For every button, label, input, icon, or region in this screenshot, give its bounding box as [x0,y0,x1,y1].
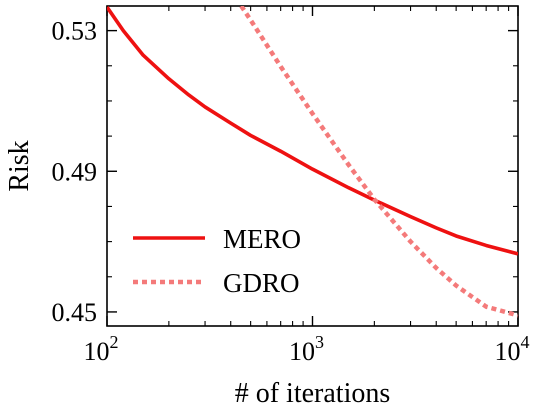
legend: MERO GDRO [133,224,301,298]
series-layer [107,6,518,318]
x-tick-label: 104 [495,332,530,366]
legend-label-mero: MERO [223,224,301,254]
x-tick-label: 103 [289,332,324,366]
x-axis-label: # of iterations [235,378,391,409]
series-line-gdro [239,6,518,318]
plot-area-frame [106,5,519,327]
y-tick-label: 0.49 [52,157,98,186]
legend-label-gdro: GDRO [223,268,300,298]
series-line-mero [107,6,518,256]
y-tick-label: 0.53 [52,17,98,46]
y-axis-label: Risk [4,140,35,191]
y-tick-label: 0.45 [52,298,98,327]
x-tick-label: 102 [84,332,119,366]
axis-ticks: 102 103 104 0.53 0.49 0.45 [52,6,530,366]
